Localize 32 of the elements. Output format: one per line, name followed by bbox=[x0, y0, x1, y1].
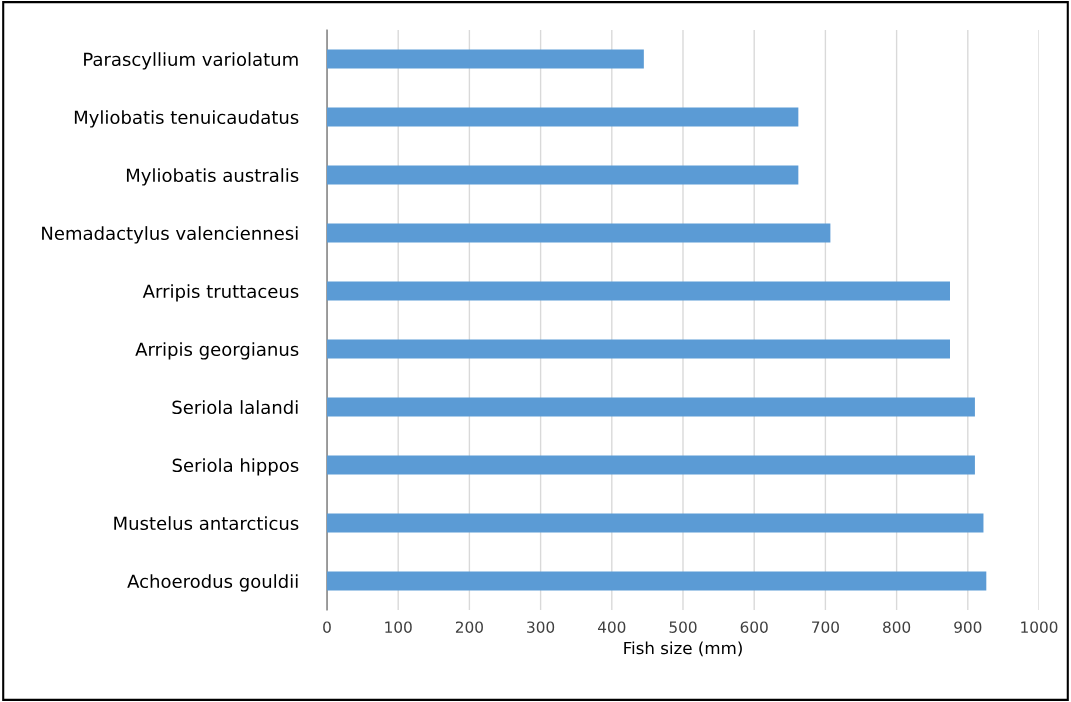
y-tick-label: Arripis truttaceus bbox=[142, 284, 299, 302]
x-tick-label: 900 bbox=[954, 621, 982, 633]
bar bbox=[327, 397, 975, 417]
y-tick-label: Myliobatis australis bbox=[126, 168, 299, 186]
x-axis-title: Fish size (mm) bbox=[624, 641, 742, 657]
y-tick-label: Myliobatis tenuicaudatus bbox=[74, 110, 299, 128]
bar bbox=[327, 339, 950, 359]
x-tick-label: 1000 bbox=[1021, 621, 1058, 633]
x-tick-label: 600 bbox=[740, 621, 768, 633]
bar bbox=[327, 165, 799, 185]
x-tick-label: 200 bbox=[455, 621, 483, 633]
y-tick-label: Mustelus antarcticus bbox=[114, 516, 299, 531]
x-tick-label: 400 bbox=[597, 621, 626, 633]
bar bbox=[327, 49, 644, 69]
x-tick-label: 0 bbox=[323, 621, 331, 633]
bar bbox=[327, 571, 987, 591]
x-tick-label: 300 bbox=[527, 621, 555, 633]
y-tick-label: Nemadactylus valenciennesi bbox=[42, 226, 298, 244]
x-tick-label: 100 bbox=[385, 621, 412, 633]
y-tick-label: Seriola lalandi bbox=[172, 400, 298, 415]
y-tick-label: Achoerodus gouldii bbox=[127, 574, 298, 592]
bar bbox=[327, 107, 799, 127]
y-tick-label: Parascyllium variolatum bbox=[84, 52, 298, 70]
x-tick-label: 700 bbox=[812, 621, 839, 633]
bar bbox=[327, 513, 984, 533]
y-tick-label: Arripis georgianus bbox=[135, 342, 299, 360]
bar bbox=[327, 223, 831, 243]
bar bbox=[327, 281, 950, 301]
x-tick-label: 800 bbox=[883, 621, 911, 633]
y-tick-label: Seriola hippos bbox=[172, 458, 299, 476]
bar bbox=[327, 455, 975, 475]
x-tick-label: 500 bbox=[669, 621, 697, 633]
